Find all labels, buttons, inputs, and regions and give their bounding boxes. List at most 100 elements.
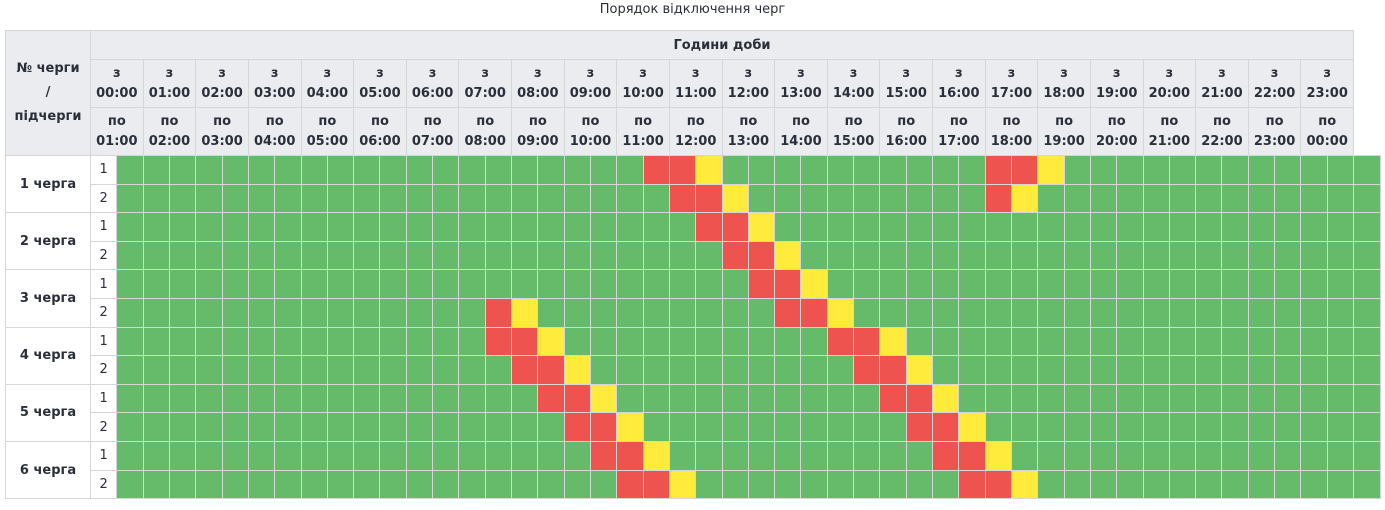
hour-to-header: по 10:00 [563,107,618,156]
slot-power-on [1168,412,1197,442]
slot-power-on [1274,383,1302,414]
to-time: 21:00 [1148,133,1190,149]
slot-power-on [510,440,539,471]
slot-power-on [826,440,855,471]
slot-power-on [142,240,170,271]
queue-label: 1 черга [5,154,91,214]
slot-power-on [168,240,197,271]
slot-power-on [563,469,591,500]
hour-from-header: з 13:00 [774,59,828,108]
corner-line-1: № черги [16,61,80,76]
slot-outage [747,240,776,271]
slot-outage [984,155,1012,185]
slot-outage [642,155,670,185]
slot-power-on [1168,269,1197,299]
slot-power-on [1037,440,1065,471]
slot-power-on [326,269,355,299]
slot-power-on [1089,212,1118,242]
slot-outage [905,412,934,442]
slot-power-on [379,269,407,299]
slot-outage [510,326,539,357]
slot-power-on [168,297,197,328]
slot-power-on [379,326,407,357]
from-time: 07:00 [464,85,506,101]
table-row: 6 черга 1 [5,440,1381,500]
slot-power-on [537,440,565,471]
slot-outage [484,326,513,357]
slot-power-on [405,183,434,214]
slot-power-on [142,412,170,442]
slot-power-on [642,383,670,414]
slot-power-on [1063,269,1091,299]
slot-power-on [800,212,828,242]
slot-power-on [221,297,249,328]
slot-power-on [168,155,197,185]
slot-power-on [1274,183,1302,214]
slot-power-on [195,355,223,385]
slot-power-on [747,326,776,357]
slot-power-on [1168,469,1197,500]
slot-power-on [1274,469,1302,500]
slot-power-on [116,269,144,299]
hour-to-header: по 06:00 [353,107,407,156]
slot-power-on [353,326,381,357]
from-time: 08:00 [517,85,559,101]
slot-power-on [1195,355,1223,385]
slot-power-on [1247,469,1276,500]
queue-label: 5 черга [5,383,91,442]
slot-power-on [589,469,618,500]
slot-power-on [142,440,170,471]
from-time: 15:00 [885,85,927,101]
slot-outage [616,440,644,471]
slot-power-on [563,326,591,357]
to-prefix: по [1212,113,1231,129]
hour-to-header: по 12:00 [668,107,723,156]
slot-power-on [247,212,276,242]
slot-power-on [563,297,591,328]
slot-power-on [1300,355,1328,385]
slot-power-on [247,155,276,185]
slot-power-on [1195,297,1223,328]
slot-power-on [274,383,302,414]
slot-possible-outage [747,212,776,242]
slot-power-on [853,412,881,442]
slot-power-on [458,412,486,442]
slot-power-on [195,412,223,442]
slot-power-on [484,440,513,471]
from-time: 16:00 [938,85,980,101]
slot-power-on [984,212,1012,242]
slot-power-on [1063,297,1091,328]
slot-power-on [1195,326,1223,357]
slot-power-on [300,183,328,214]
slot-power-on [1116,412,1144,442]
slot-power-on [905,440,934,471]
slot-power-on [958,183,986,214]
slot-power-on [1142,240,1170,271]
slot-power-on [247,412,276,442]
slot-power-on [1326,355,1355,385]
slot-power-on [405,212,434,242]
to-prefix: по [1265,113,1284,129]
slot-power-on [379,355,407,385]
slot-power-on [1063,440,1091,471]
subqueue-label: 1 [89,383,118,414]
slot-power-on [274,440,302,471]
slot-power-on [1037,326,1065,357]
slot-power-on [879,412,907,442]
slot-power-on [326,326,355,357]
slot-power-on [747,440,776,471]
slot-power-on [221,355,249,385]
slot-power-on [826,469,855,500]
slot-power-on [353,383,381,414]
to-prefix: по [213,113,232,129]
slot-power-on [1037,469,1065,500]
slot-power-on [879,155,907,185]
slot-power-on [1195,440,1223,471]
slot-power-on [353,412,381,442]
slot-outage [537,383,565,414]
to-prefix: по [581,113,600,129]
slot-power-on [247,355,276,385]
slot-power-on [458,440,486,471]
subqueue-label: 2 [89,412,118,442]
hour-from-header: з 22:00 [1247,59,1302,108]
